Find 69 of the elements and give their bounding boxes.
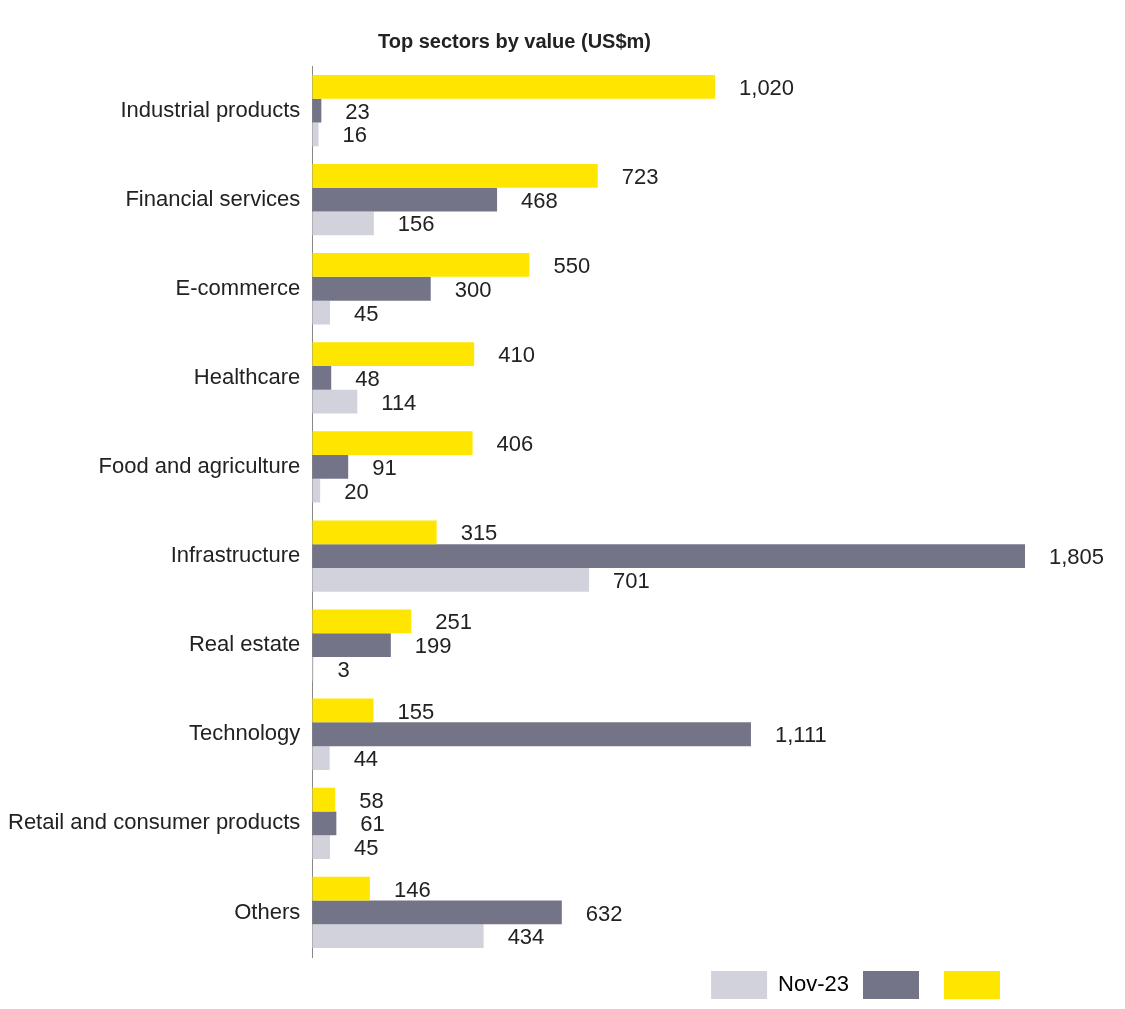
bar bbox=[312, 211, 374, 236]
bar bbox=[312, 698, 374, 723]
data-label: 1,020 bbox=[739, 74, 795, 100]
y-tick-label: E-commerce bbox=[175, 274, 301, 300]
bar bbox=[312, 431, 473, 456]
bar bbox=[312, 122, 319, 147]
data-label: 406 bbox=[496, 431, 534, 457]
data-label: 1,805 bbox=[1049, 544, 1105, 570]
data-label: 91 bbox=[372, 455, 397, 481]
y-tick-label: Financial services bbox=[125, 185, 301, 211]
y-tick-label: Food and agriculture bbox=[98, 453, 301, 479]
bar bbox=[312, 609, 412, 634]
bar bbox=[312, 722, 751, 747]
bar bbox=[312, 74, 716, 99]
bar bbox=[312, 276, 431, 301]
bar bbox=[312, 253, 530, 277]
data-label: 20 bbox=[344, 478, 369, 504]
data-label: 410 bbox=[498, 342, 535, 368]
bar bbox=[312, 900, 562, 925]
y-tick-label: Others bbox=[234, 898, 301, 924]
chart-title: Top sectors by value (US$m) bbox=[377, 29, 652, 52]
bar bbox=[312, 835, 331, 859]
data-label: 155 bbox=[397, 698, 435, 724]
data-label: 146 bbox=[393, 876, 431, 902]
data-label: 468 bbox=[521, 187, 558, 213]
bar bbox=[312, 187, 498, 212]
data-label: 156 bbox=[397, 211, 435, 237]
bar bbox=[312, 520, 437, 545]
bar bbox=[312, 544, 1025, 568]
legend-label: Nov-23 bbox=[778, 971, 849, 997]
bar bbox=[312, 300, 331, 325]
y-tick-label: Retail and consumer products bbox=[8, 809, 301, 835]
data-label: 3 bbox=[337, 656, 350, 682]
bar bbox=[312, 746, 330, 770]
bar bbox=[312, 342, 475, 366]
data-label: 434 bbox=[507, 924, 545, 950]
data-label: 1,111 bbox=[774, 722, 827, 748]
bar bbox=[312, 164, 598, 188]
y-tick-label: Infrastructure bbox=[170, 542, 301, 568]
data-label: 58 bbox=[359, 787, 384, 813]
data-label: 45 bbox=[354, 835, 379, 861]
data-label: 45 bbox=[354, 300, 379, 326]
data-label: 114 bbox=[381, 389, 417, 415]
data-label: 48 bbox=[355, 365, 380, 391]
y-tick-label: Healthcare bbox=[193, 363, 301, 389]
bar bbox=[312, 365, 332, 390]
data-label: 550 bbox=[553, 253, 591, 279]
bar bbox=[312, 876, 370, 901]
bar bbox=[312, 633, 391, 658]
bar bbox=[312, 455, 349, 479]
data-label: 723 bbox=[621, 163, 659, 189]
data-label: 251 bbox=[435, 609, 473, 635]
data-label: 701 bbox=[613, 567, 650, 593]
data-label: 300 bbox=[454, 276, 492, 302]
data-label: 315 bbox=[460, 520, 498, 546]
data-label: 16 bbox=[342, 122, 368, 148]
data-label: 44 bbox=[353, 746, 379, 772]
bar bbox=[312, 811, 337, 836]
data-label: 199 bbox=[414, 633, 452, 659]
bar bbox=[312, 567, 590, 592]
y-tick-label: Industrial products bbox=[120, 96, 301, 122]
y-tick-label: Technology bbox=[188, 720, 301, 746]
data-label: 23 bbox=[345, 98, 370, 124]
data-label: 61 bbox=[360, 811, 385, 837]
bar bbox=[312, 787, 336, 812]
y-tick-label: Real estate bbox=[188, 631, 301, 657]
bar bbox=[312, 924, 484, 949]
data-label: 632 bbox=[585, 900, 623, 926]
bar bbox=[312, 389, 358, 414]
